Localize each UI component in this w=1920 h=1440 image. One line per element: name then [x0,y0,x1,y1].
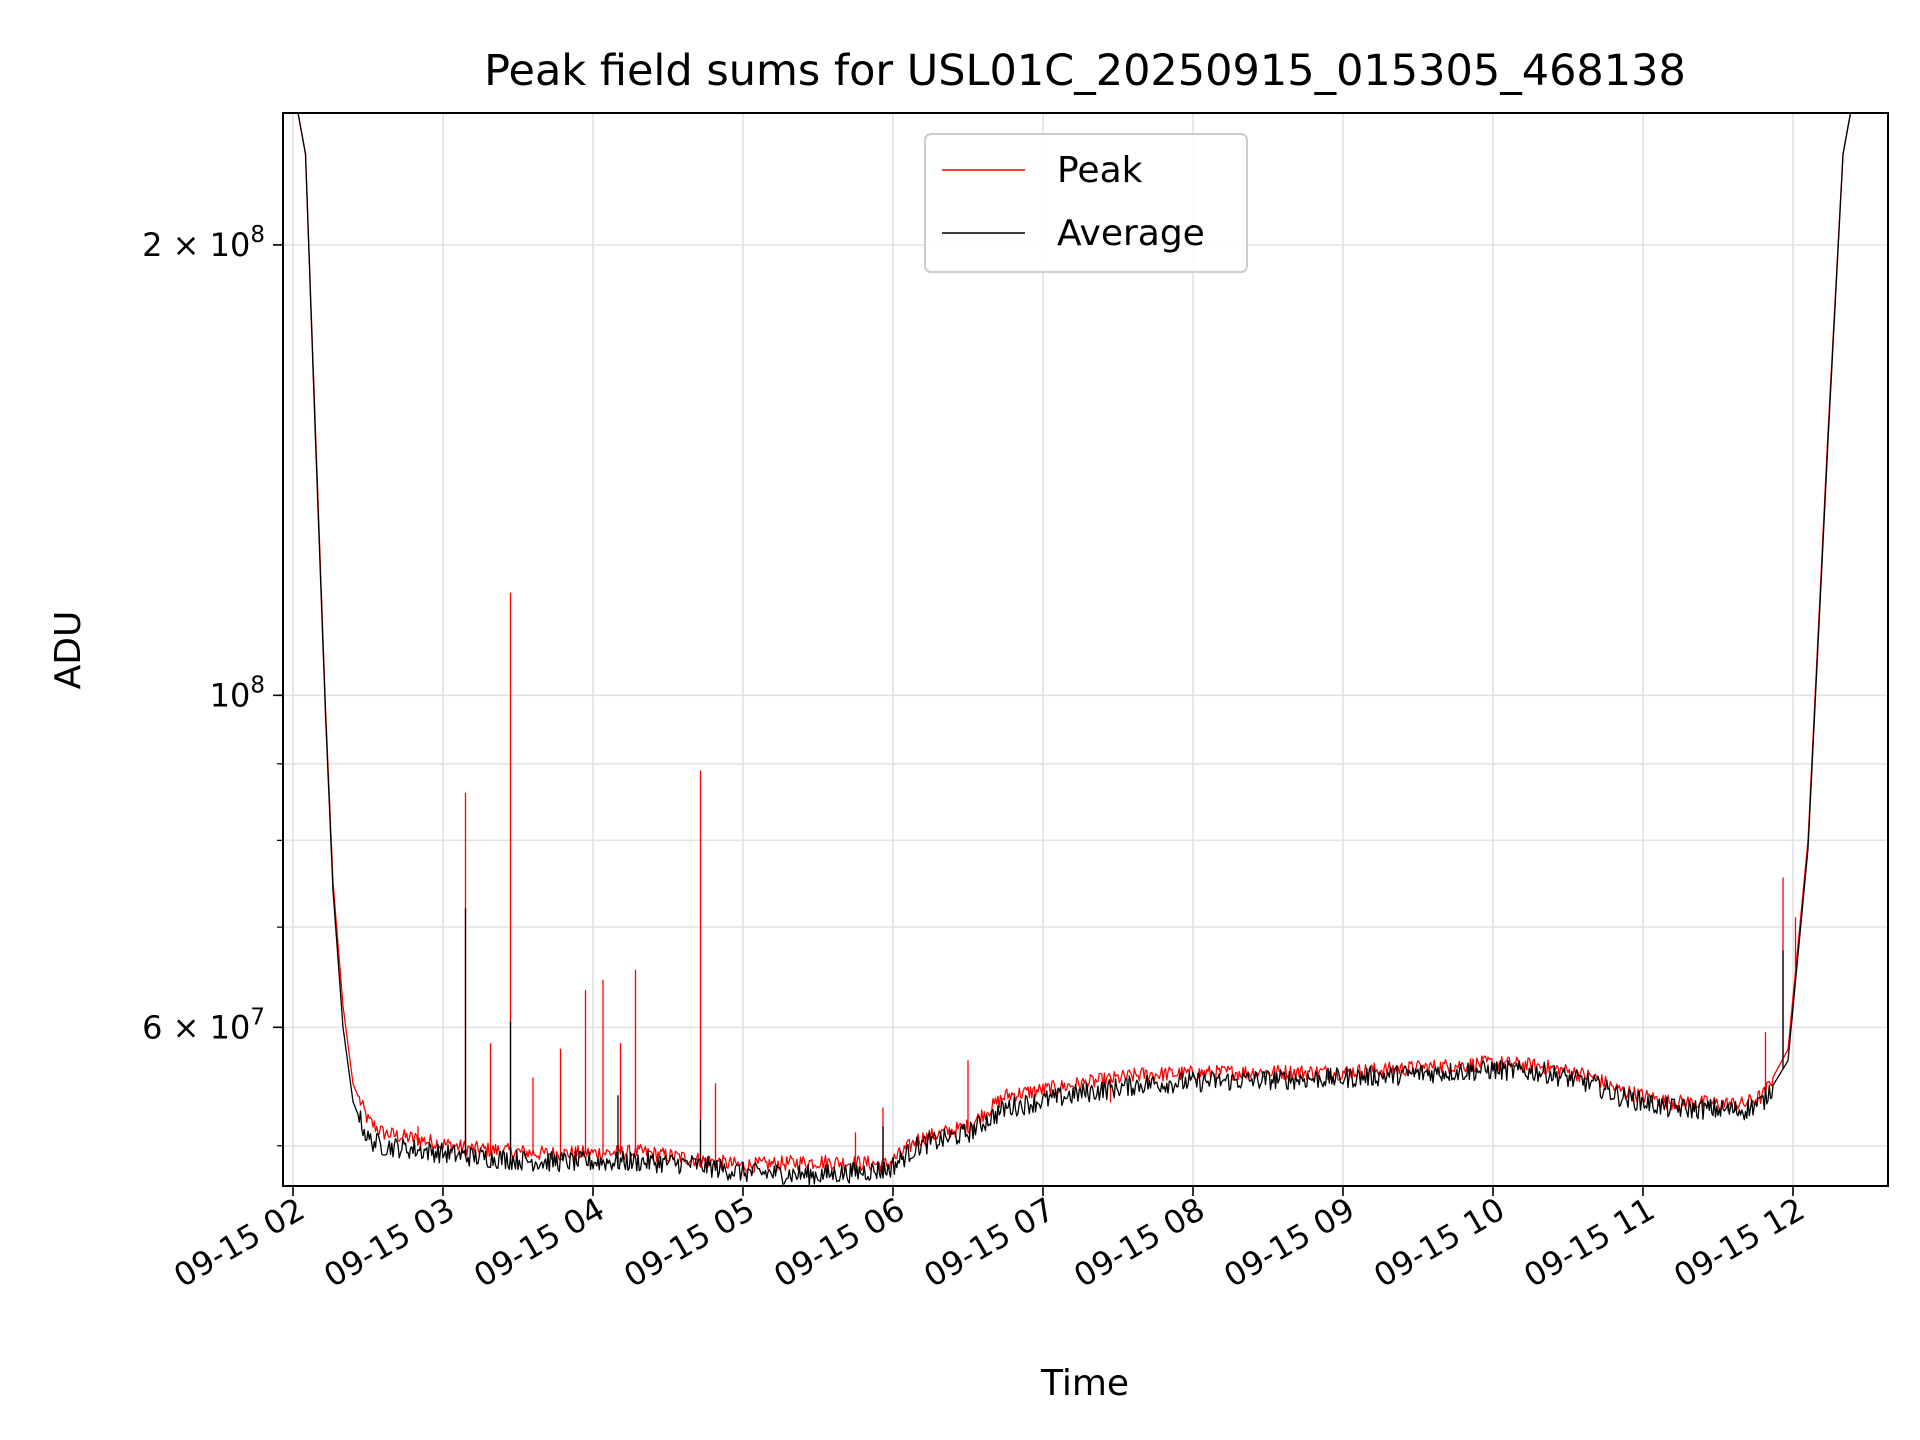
plot-series [297,113,1852,1186]
y-axis-ticks: 2 × 108 108 6 × 107 [142,222,283,1147]
legend-box [924,133,1248,273]
plot-frame [282,112,1889,1187]
y-tick-label: 108 [210,672,265,714]
series-line-average [297,113,1852,1186]
legend-label-average: Average [1057,213,1205,254]
legend: Peak Average [924,133,1248,273]
x-axis-label: Time [1040,1363,1129,1404]
y-tick-label: 6 × 107 [142,1004,265,1046]
legend-label-peak: Peak [1057,150,1143,191]
y-tick-label: 2 × 108 [142,222,265,264]
chart-title: Peak field sums for USL01C_20250915_0153… [484,46,1686,96]
y-axis-label: ADU [48,611,89,690]
